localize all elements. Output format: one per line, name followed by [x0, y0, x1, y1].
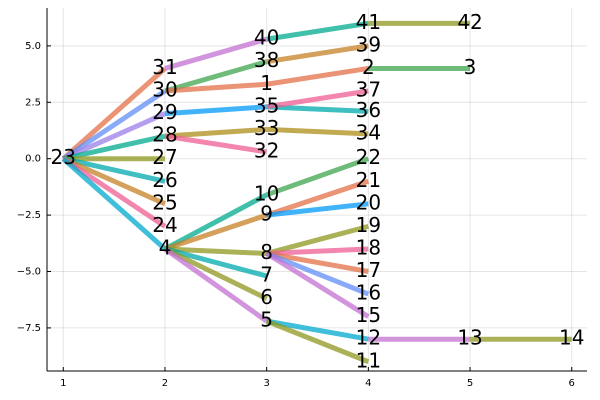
node-label: 18 — [356, 235, 381, 259]
node-label: 29 — [152, 100, 177, 124]
edge — [266, 65, 369, 87]
node-label: 11 — [356, 348, 381, 372]
node-label: 14 — [559, 326, 584, 350]
node-label: 8 — [260, 240, 273, 264]
node-label: 26 — [152, 168, 177, 192]
y-tick-label: −2.5 — [17, 210, 41, 221]
edge — [164, 246, 268, 279]
edge — [265, 318, 370, 365]
node-label: 22 — [356, 145, 381, 169]
node-label: 15 — [356, 303, 381, 327]
x-tick-label: 1 — [60, 378, 66, 389]
edge — [266, 201, 369, 218]
node-label: 3 — [464, 55, 477, 79]
edge — [61, 66, 167, 161]
node-label: 24 — [152, 213, 177, 237]
edge — [62, 133, 166, 162]
edge — [164, 59, 268, 94]
edge — [266, 20, 369, 42]
edge — [164, 81, 267, 94]
node-label: 20 — [356, 190, 381, 214]
node-label: 17 — [356, 258, 381, 282]
node-label: 16 — [356, 281, 381, 305]
edge — [266, 250, 369, 274]
edge — [164, 133, 268, 155]
edge — [266, 88, 369, 110]
y-tick-label: 2.5 — [25, 97, 41, 108]
node-label: 40 — [254, 26, 279, 50]
edge — [164, 104, 267, 117]
node-label: 28 — [152, 123, 177, 147]
node-label: 23 — [51, 145, 76, 169]
edge — [62, 156, 166, 207]
x-tick-label: 3 — [263, 378, 269, 389]
node-label: 38 — [254, 48, 279, 72]
node-label: 10 — [254, 181, 279, 205]
node-label: 32 — [254, 138, 279, 162]
node-label: 39 — [356, 32, 381, 56]
node-label: 2 — [362, 55, 375, 79]
node-label: 19 — [356, 213, 381, 237]
edge — [266, 318, 369, 342]
node-label: 41 — [356, 10, 381, 34]
edge — [164, 246, 267, 256]
edge — [61, 156, 167, 229]
node-label: 35 — [254, 93, 279, 117]
x-tick-label: 6 — [569, 378, 575, 389]
edge — [266, 43, 369, 65]
x-tick-label: 5 — [467, 378, 473, 389]
node-label: 31 — [152, 55, 177, 79]
y-tick-label: −7.5 — [17, 323, 41, 334]
node-label: 5 — [260, 308, 273, 332]
edge — [164, 212, 268, 252]
edge — [163, 192, 268, 252]
x-tick-label: 4 — [365, 378, 371, 389]
edge — [266, 126, 369, 137]
edge — [164, 36, 268, 71]
node-label: 33 — [254, 116, 279, 140]
node-label: 25 — [152, 190, 177, 214]
node-label: 12 — [356, 326, 381, 350]
node-label: 9 — [260, 202, 273, 226]
edge — [266, 223, 369, 256]
node-label: 37 — [356, 78, 381, 102]
edge — [164, 126, 267, 139]
node-label: 6 — [260, 285, 273, 309]
edge — [163, 246, 269, 324]
y-tick-label: −5.0 — [17, 267, 41, 278]
y-tick-label: 5.0 — [25, 41, 41, 52]
node-label: 34 — [356, 120, 381, 144]
edge — [265, 251, 370, 297]
edge — [266, 246, 369, 256]
edge — [265, 251, 370, 319]
node-label: 21 — [356, 168, 381, 192]
node-label: 1 — [260, 71, 273, 95]
node-label: 36 — [356, 98, 381, 122]
node-label: 13 — [457, 326, 482, 350]
edge — [61, 88, 167, 161]
node-label: 4 — [159, 235, 172, 259]
node-label: 27 — [152, 145, 177, 169]
edge — [61, 156, 167, 251]
edge — [62, 111, 166, 161]
edge — [62, 156, 166, 184]
edge — [265, 178, 370, 218]
edge — [266, 104, 369, 114]
x-tick-label: 2 — [162, 378, 168, 389]
edge — [265, 156, 370, 198]
node-label: 30 — [152, 78, 177, 102]
node-label: 7 — [260, 263, 273, 287]
y-tick-label: 0.0 — [25, 154, 41, 165]
node-label: 42 — [457, 10, 482, 34]
edge — [163, 246, 268, 301]
